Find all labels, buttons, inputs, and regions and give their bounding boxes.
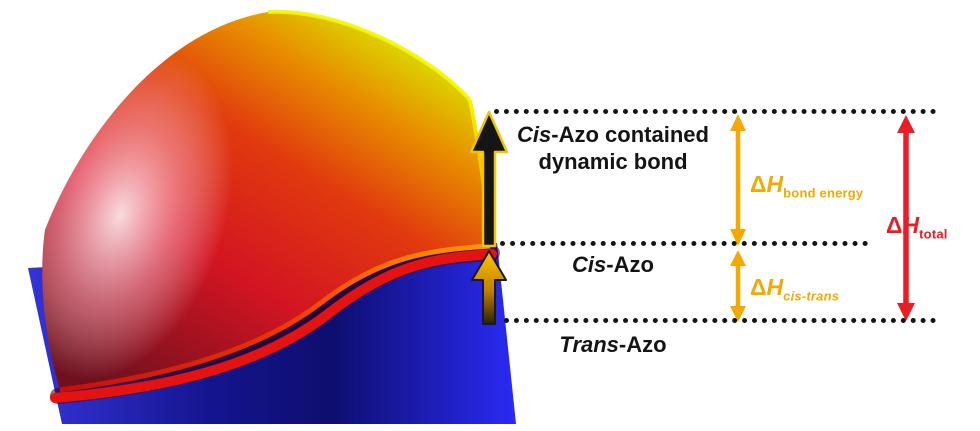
enthalpy-subscript-cis-trans: cis-trans [783, 288, 840, 304]
enthalpy-symbol: H [902, 212, 920, 238]
delta-h-cis-trans-label: ΔHcis-trans [750, 274, 839, 304]
surface-up-arrow-small-icon [471, 250, 507, 325]
level-label-trans-azo-italic: Trans [559, 332, 619, 357]
enthalpy-subscript-bond-energy: bond energy [783, 185, 864, 201]
delta-h-total-arrow-icon [897, 115, 915, 321]
delta-h-cis-trans-arrow-icon [730, 250, 746, 322]
level-label-dynamic-bond: Cis-Azo contained dynamic bond [497, 121, 729, 175]
level-label-cis-azo: Cis-Azo [497, 251, 729, 278]
level-label-dynamic-bond-rest: -Azo contained dynamic bond [538, 122, 709, 174]
enthalpy-symbol: H [766, 171, 784, 197]
level-label-dynamic-bond-italic: Cis [517, 122, 552, 147]
enthalpy-symbol: H [766, 274, 784, 300]
level-label-cis-azo-italic: Cis [572, 252, 607, 277]
delta-symbol: Δ [750, 171, 767, 197]
trans-azo-level-dotted-line [504, 318, 936, 323]
delta-symbol: Δ [886, 212, 903, 238]
level-label-trans-azo: Trans-Azo [497, 331, 729, 358]
delta-h-total-label: ΔHtotal [886, 212, 948, 242]
sheet-top-rim [267, 9, 472, 102]
enthalpy-subscript-total: total [919, 226, 948, 242]
level-label-cis-azo-rest: -Azo [606, 252, 654, 277]
reaction-path-curve [50, 249, 497, 403]
delta-h-bond-energy-arrow-icon [730, 114, 746, 246]
delta-h-bond-energy-label: ΔHbond energy [750, 171, 863, 201]
level-label-trans-azo-rest: -Azo [618, 332, 667, 357]
dynamic-bond-level-dotted-line [494, 109, 936, 114]
sheet-front-rim [59, 243, 491, 393]
delta-symbol: Δ [750, 274, 767, 300]
cis-azo-level-dotted-line [500, 241, 868, 246]
surface-up-arrow-large-icon [469, 110, 509, 248]
